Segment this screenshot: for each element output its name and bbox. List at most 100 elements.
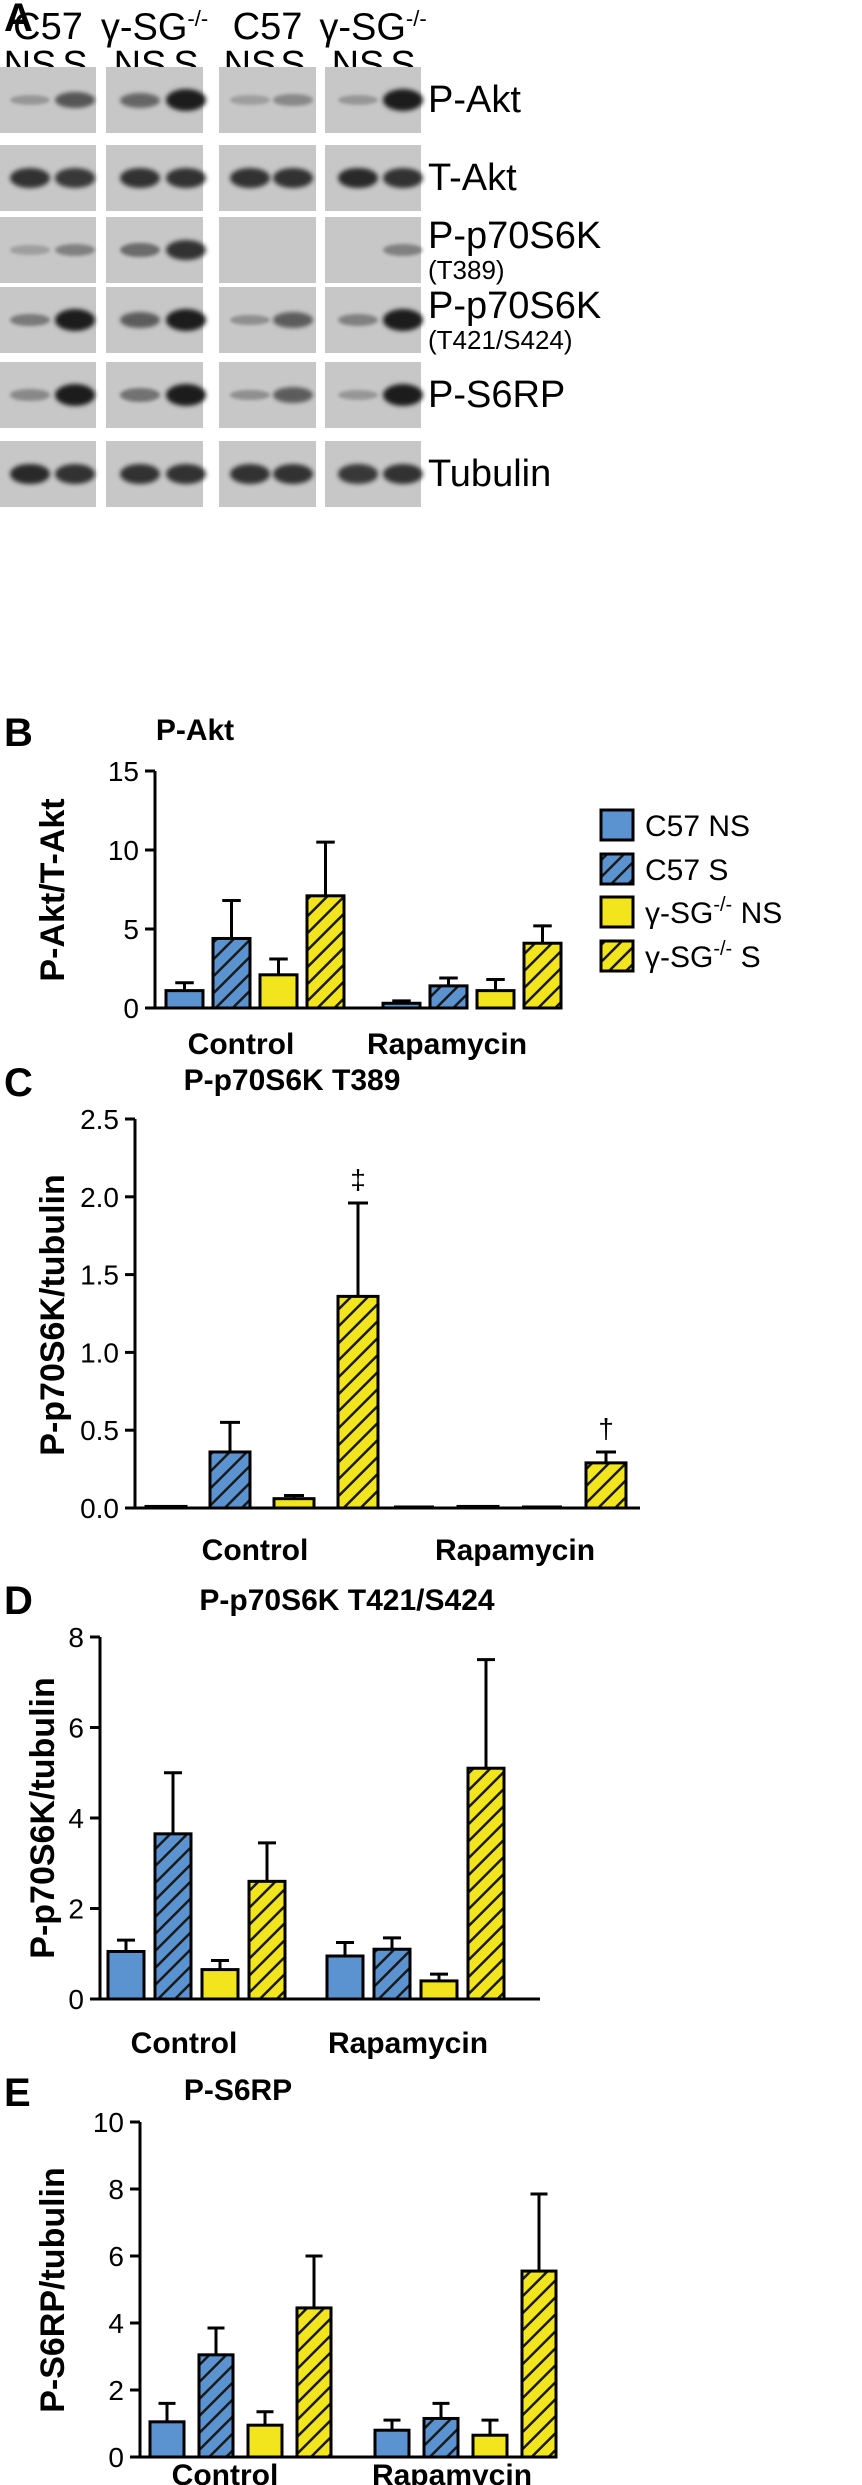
y-tick-label: 1.0 xyxy=(80,1337,119,1368)
x-category-label: Control xyxy=(172,2459,279,2485)
blot-band xyxy=(230,168,270,188)
y-axis-label: P-p70S6K/tubulin xyxy=(34,1174,72,1455)
x-category-label: Rapamycin xyxy=(328,2027,488,2060)
bar xyxy=(164,989,205,1010)
blot-band xyxy=(120,312,160,328)
blot-band xyxy=(166,168,206,188)
bar xyxy=(208,1450,252,1510)
blot-group-name: γ-SG xyxy=(100,6,188,49)
x-category-label: Control xyxy=(188,1028,295,1061)
y-tick-label: 1.5 xyxy=(80,1260,119,1291)
blot-band xyxy=(10,313,50,327)
panel-letter: E xyxy=(4,2071,31,2115)
x-category-label: Control xyxy=(202,1534,309,1567)
y-tick-label: 0 xyxy=(108,2442,124,2473)
y-tick-label: 10 xyxy=(108,835,139,866)
blot-row-sublabel: (T421/S424) xyxy=(428,325,573,355)
bar xyxy=(148,2420,186,2459)
chart-panel-c: C P-p70S6K T389 P-p70S6K/tubulin 0.0 0.5 1.0 1… xyxy=(4,1061,640,1567)
blot-group-name: C57 xyxy=(232,6,303,48)
panel-letter: B xyxy=(4,711,33,755)
y-axis-label: P-p70S6K/tubulin xyxy=(24,1677,62,1958)
blot-band xyxy=(230,314,270,326)
blot-band xyxy=(55,309,95,331)
blot-band xyxy=(166,384,206,406)
blot-band xyxy=(166,464,206,484)
blot-group-name: C57 xyxy=(13,6,83,48)
legend-label: C57 S xyxy=(645,854,728,887)
y-tick-label: 2 xyxy=(108,2375,124,2406)
bar xyxy=(471,2433,509,2459)
y-tick-label: 4 xyxy=(108,2308,124,2339)
blot-strip xyxy=(0,217,96,283)
blot-band xyxy=(383,464,423,484)
blot-band xyxy=(230,389,270,401)
bar xyxy=(325,1954,365,2001)
blot-group-superscript: -/- xyxy=(405,6,427,31)
bar xyxy=(144,1504,188,1510)
bar xyxy=(153,1832,193,2001)
bar xyxy=(419,1979,459,2001)
chart-title: P-Akt xyxy=(156,714,234,747)
blot-group-label: γ-SG-/- xyxy=(95,6,215,50)
blot-row-label: P-p70S6K xyxy=(428,215,602,257)
x-category-label: Rapamycin xyxy=(435,1534,595,1567)
legend-label: γ-SG-/- NS xyxy=(645,894,782,930)
y-tick-label: 6 xyxy=(108,2241,124,2272)
y-tick-label: 15 xyxy=(108,756,139,787)
y-tick-label: 2 xyxy=(68,1894,84,1925)
blot-band xyxy=(338,167,378,189)
chart-panel-b: B P-Akt P-Akt/T-Akt 0 5 10 15 Control Rapamycin xyxy=(4,711,563,1061)
y-tick-label: 2.0 xyxy=(80,1182,119,1213)
blot-band xyxy=(273,312,313,328)
y-tick-label: 8 xyxy=(108,2174,124,2205)
blot-band xyxy=(338,313,378,327)
blot-band xyxy=(10,463,50,485)
blot-band xyxy=(338,94,378,106)
bar xyxy=(247,1879,287,2001)
significance-marker: † xyxy=(598,1413,614,1444)
blot-band xyxy=(166,240,206,260)
blot-band xyxy=(273,387,313,403)
blot-band xyxy=(10,168,50,188)
y-tick-label: 0.5 xyxy=(80,1415,119,1446)
blot-band xyxy=(383,243,423,257)
x-category-label: Control xyxy=(131,2027,238,2060)
bar xyxy=(305,894,346,1010)
blot-band xyxy=(166,89,206,111)
blot-band xyxy=(338,389,378,401)
blot-band xyxy=(273,94,313,106)
bar xyxy=(475,989,516,1010)
blot-band xyxy=(230,464,270,484)
panel-letter: C xyxy=(4,1061,33,1105)
y-axis-label: P-S6RP/tubulin xyxy=(34,2167,72,2413)
y-tick-label: 8 xyxy=(68,1622,84,1653)
y-tick-label: 4 xyxy=(68,1803,84,1834)
legend-swatch xyxy=(599,895,635,929)
bar xyxy=(272,1497,316,1510)
blot-band xyxy=(10,94,50,106)
chart-title: P-p70S6K T389 xyxy=(184,1064,401,1097)
y-tick-label: 2.5 xyxy=(80,1104,119,1135)
bar xyxy=(584,1461,628,1510)
bar xyxy=(428,984,469,1010)
bar xyxy=(246,2423,284,2459)
bar xyxy=(336,1294,380,1510)
blot-band xyxy=(55,243,95,257)
blot-strip xyxy=(219,217,316,283)
significance-marker: ‡ xyxy=(350,1164,366,1195)
blot-group-label: γ-SG-/- xyxy=(313,6,433,50)
blot-band xyxy=(383,309,423,331)
blot-band xyxy=(120,92,160,108)
blot-band xyxy=(10,389,50,401)
y-tick-label: 0.0 xyxy=(80,1493,119,1524)
blot-strip xyxy=(325,217,421,283)
blot-band xyxy=(55,384,95,406)
bar xyxy=(372,1947,412,2001)
blot-group-label: C57 xyxy=(208,6,328,49)
y-tick-label: 0 xyxy=(68,1984,84,2015)
x-category-label: Rapamycin xyxy=(367,1028,527,1061)
legend-swatch xyxy=(599,939,635,973)
